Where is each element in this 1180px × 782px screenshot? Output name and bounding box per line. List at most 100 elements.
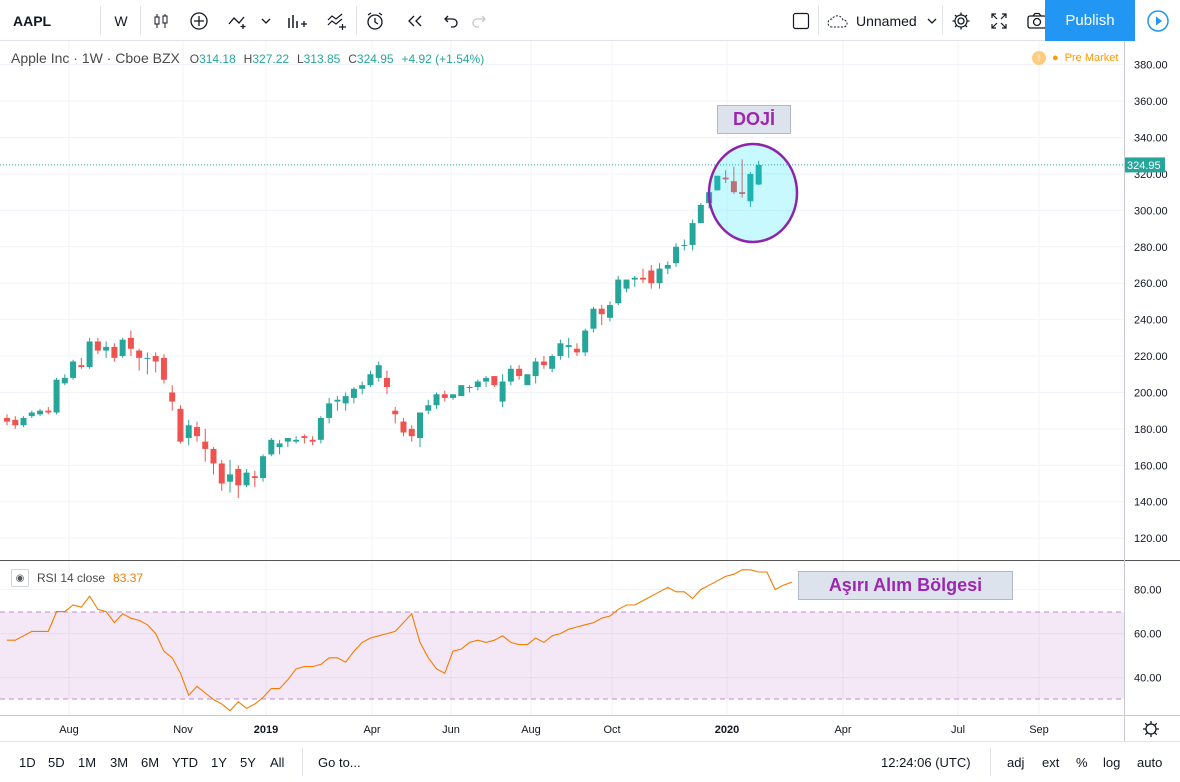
ext-toggle[interactable]: ext [1042,754,1060,770]
candle-body [350,388,357,398]
pre-market-badge: ! [1032,51,1046,65]
replay-icon[interactable] [396,0,434,41]
bottom-toolbar: 1D 5D 1M 3M 6M YTD 1Y 5Y All Go to... 12… [0,741,1180,781]
candle [606,301,613,322]
candle-body [103,346,110,351]
percent-toggle[interactable]: % [1076,754,1088,770]
alert-clock-icon[interactable] [356,0,394,41]
time-axis[interactable]: Aug Nov 2019 Apr Jun Aug Oct 2020 Apr Jul Sep [59,724,1049,736]
candle-body [193,427,200,437]
candle [582,328,589,357]
range-1m[interactable]: 1M [78,754,97,770]
toolbar-divider [100,6,101,35]
play-icon[interactable] [1135,0,1180,41]
range-5d[interactable]: 5D [48,754,65,770]
pre-market-indicator[interactable]: ! ● Pre Market [1032,51,1118,65]
low-value: 313.85 [303,52,341,66]
chevron-down-icon[interactable] [256,0,276,41]
candle [565,337,572,358]
range-1y[interactable]: 1Y [211,754,227,770]
candle [367,370,374,387]
doji-annotation[interactable]: DOJİ [717,105,791,134]
time-axis-settings-icon[interactable] [1143,721,1159,737]
candle [127,330,134,357]
candle-body [408,428,415,437]
doji-highlight-circle [707,142,799,244]
candle-body [152,356,159,362]
overbought-annotation[interactable]: Aşırı Alım Bölgesi [798,571,1013,600]
financials-icon[interactable] [280,0,314,41]
candle [152,352,159,373]
redo-icon[interactable] [462,0,496,41]
publish-button[interactable]: Publish [1045,0,1135,41]
candle [169,385,176,411]
candle [309,436,316,446]
candle [623,279,630,293]
undo-icon[interactable] [434,0,468,41]
fullscreen-icon[interactable] [980,0,1018,41]
select-layout-checkbox[interactable] [786,0,816,41]
layout-name-button[interactable]: Unnamed [826,0,938,41]
low-key: L [296,52,304,66]
eye-icon[interactable]: ◉ [11,569,29,587]
time-tick-label: Apr [834,724,851,736]
candle [268,437,275,457]
symbol-search[interactable]: AAPL [13,12,52,29]
candle [483,376,490,387]
candles-style-icon[interactable] [142,0,180,41]
auto-toggle[interactable]: auto [1137,754,1163,770]
candle-body [392,410,399,415]
candle [210,447,217,475]
gear-icon[interactable] [942,0,980,41]
indicators-icon[interactable] [180,0,218,41]
range-6m[interactable]: 6M [141,754,160,770]
range-1d[interactable]: 1D [19,754,36,770]
candle [160,354,167,384]
candle-body [516,368,523,377]
price-axis[interactable]: 120.00 140.00 160.00 180.00 200.00 220.00 240.… [1134,60,1168,545]
candle-body [227,474,234,482]
range-3m[interactable]: 3M [110,754,129,770]
range-5y[interactable]: 5Y [240,754,256,770]
candle-body [111,346,118,358]
candle-body [45,410,52,413]
high-value: 327.22 [252,52,290,66]
candle [276,439,283,455]
candle-body [268,439,275,455]
candle [103,341,110,358]
candle-body [648,270,655,284]
price-tick-label: 380.00 [1134,60,1168,72]
candle-body [284,437,291,442]
range-ytd[interactable]: YTD [172,754,198,770]
candle [78,357,85,369]
candle [4,414,10,426]
go-to-date-button[interactable]: Go to... [318,754,361,770]
price-tick-label: 280.00 [1134,242,1168,254]
candle [193,421,200,442]
candle-body [359,385,366,389]
candle [293,436,300,444]
price-tick-label: 240.00 [1134,315,1168,327]
candle [673,243,680,267]
candle-body [317,417,324,440]
chevron-down-icon [927,18,937,24]
range-all[interactable]: All [270,754,285,770]
candle [507,365,514,386]
toolbar-divider [818,6,819,35]
candle-body [730,181,737,193]
candle-body [598,308,605,315]
templates-icon[interactable] [318,0,356,41]
candle-body [326,403,333,418]
clock-time[interactable]: 12:24:06 (UTC) [881,754,971,770]
price-chart[interactable]: 120.00 140.00 160.00 180.00 200.00 220.00 240.… [0,0,1180,741]
compare-icon[interactable] [222,0,256,41]
candle [714,175,721,191]
adj-toggle[interactable]: adj [1007,754,1025,770]
log-toggle[interactable]: log [1103,754,1121,770]
interval-button[interactable]: W [114,12,128,29]
candle [499,374,506,408]
rsi-axis[interactable]: 40.00 60.00 80.00 [1134,585,1162,685]
candle-body [417,412,423,438]
price-tick-label: 120.00 [1134,533,1168,545]
candle [37,408,44,417]
